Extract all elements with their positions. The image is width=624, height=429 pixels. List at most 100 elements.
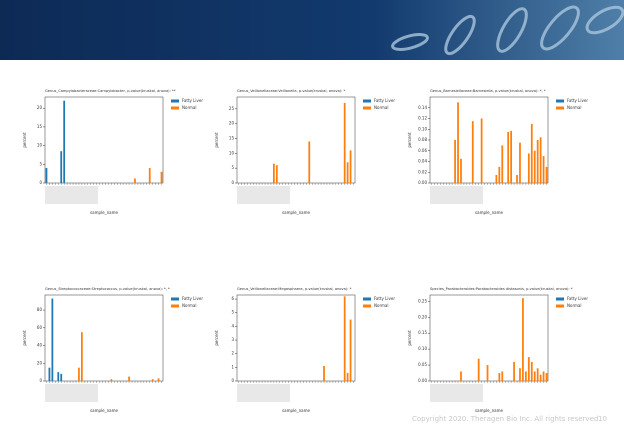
y-tick-label: 0: [39, 378, 42, 383]
bar: [507, 131, 510, 183]
y-tick-label: 0.25: [418, 298, 427, 303]
legend-swatch: [363, 297, 371, 301]
bar: [157, 378, 160, 381]
bar: [498, 373, 501, 381]
y-tick-label: 0.14: [418, 105, 427, 110]
bar: [272, 163, 275, 183]
y-tick-label: 6: [231, 296, 234, 301]
y-tick-label: 0.20: [418, 314, 427, 319]
header-banner: [0, 0, 624, 60]
y-axis-label: percent: [214, 330, 219, 346]
bar: [530, 361, 533, 381]
y-tick-label: 3: [231, 337, 234, 342]
bar: [343, 102, 346, 183]
chart-title: Genus_Veillonellaceae:Megasphaera, p-val…: [237, 287, 352, 291]
bar: [530, 123, 533, 183]
legend-swatch: [556, 99, 564, 103]
bar: [349, 150, 352, 183]
bar: [536, 140, 539, 183]
legend-swatch: [363, 99, 371, 103]
bar: [343, 296, 346, 381]
legend-label: Normal: [567, 303, 581, 308]
bar: [536, 368, 539, 381]
x-axis-label: sample_name: [90, 408, 118, 413]
bar: [501, 145, 504, 183]
bar: [516, 174, 518, 183]
bar: [454, 140, 456, 183]
footer: Copyright 2020. Theragen Bio Inc. All ri…: [412, 415, 601, 423]
y-tick-label: 0.10: [418, 346, 427, 351]
y-axis-label: percent: [407, 132, 412, 148]
legend-label: Fatty Liver: [182, 98, 203, 103]
y-tick-label: 5: [39, 161, 42, 166]
bar: [51, 298, 54, 381]
y-tick-label: 1: [231, 364, 234, 369]
bar: [346, 162, 349, 183]
chart-title: Genus_Barnesiellaceae:Barnesiella, p-val…: [430, 89, 546, 93]
bar: [545, 373, 548, 381]
bar: [477, 358, 480, 381]
legend-swatch: [171, 297, 179, 301]
legend-label: Fatty Liver: [374, 98, 395, 103]
y-tick-label: 10: [229, 150, 235, 155]
bar: [542, 156, 545, 183]
legend-label: Normal: [374, 105, 388, 110]
bar: [539, 137, 542, 183]
bar: [457, 102, 459, 183]
x-axis-label: sample_name: [282, 408, 310, 413]
legend-swatch: [171, 106, 179, 110]
bar: [346, 372, 349, 381]
y-tick-label: 60: [37, 325, 43, 330]
bar: [519, 368, 521, 381]
bar: [510, 130, 513, 183]
legend-label: Fatty Liver: [567, 296, 588, 301]
y-tick-label: 40: [37, 343, 43, 348]
x-label-block: [45, 384, 99, 402]
bar: [134, 178, 136, 183]
bar: [542, 371, 545, 381]
bar: [323, 365, 325, 381]
x-axis-label: sample_name: [90, 210, 118, 215]
y-tick-label: 0: [231, 180, 234, 185]
legend-label: Fatty Liver: [182, 296, 203, 301]
plot-area: [236, 96, 356, 184]
bar: [148, 168, 151, 183]
bar: [480, 118, 483, 183]
y-tick-label: 4: [231, 323, 234, 328]
legend-swatch: [556, 106, 564, 110]
bar: [460, 158, 462, 183]
x-axis-label: sample_name: [282, 210, 310, 215]
y-tick-label: 0: [231, 378, 234, 383]
y-tick-label: 0.10: [418, 126, 427, 131]
legend-label: Normal: [182, 303, 196, 308]
bar: [45, 168, 48, 183]
y-tick-label: 0.00: [418, 180, 427, 185]
bar: [498, 166, 501, 183]
bar: [533, 371, 536, 381]
x-label-block: [430, 384, 484, 402]
y-tick-label: 0.15: [418, 330, 427, 335]
bar: [522, 298, 524, 381]
y-tick-label: 0.08: [418, 137, 427, 142]
bar: [308, 141, 311, 183]
bar: [151, 379, 154, 381]
y-tick-label: 2: [231, 351, 234, 356]
y-axis-label: percent: [214, 132, 219, 148]
bar: [460, 371, 462, 381]
y-tick-label: 25: [229, 106, 235, 111]
bar: [486, 365, 489, 381]
legend-label: Normal: [182, 105, 196, 110]
bar: [495, 174, 498, 183]
bar: [501, 371, 504, 381]
bar: [128, 376, 130, 381]
x-axis-label: sample_name: [475, 408, 503, 413]
y-axis-label: percent: [22, 330, 27, 346]
legend-label: Normal: [374, 303, 388, 308]
bar: [527, 357, 530, 381]
y-tick-label: 10: [37, 143, 43, 148]
bar: [513, 361, 515, 381]
bar: [539, 374, 542, 381]
bar: [160, 171, 163, 183]
plot-area: [236, 294, 356, 382]
